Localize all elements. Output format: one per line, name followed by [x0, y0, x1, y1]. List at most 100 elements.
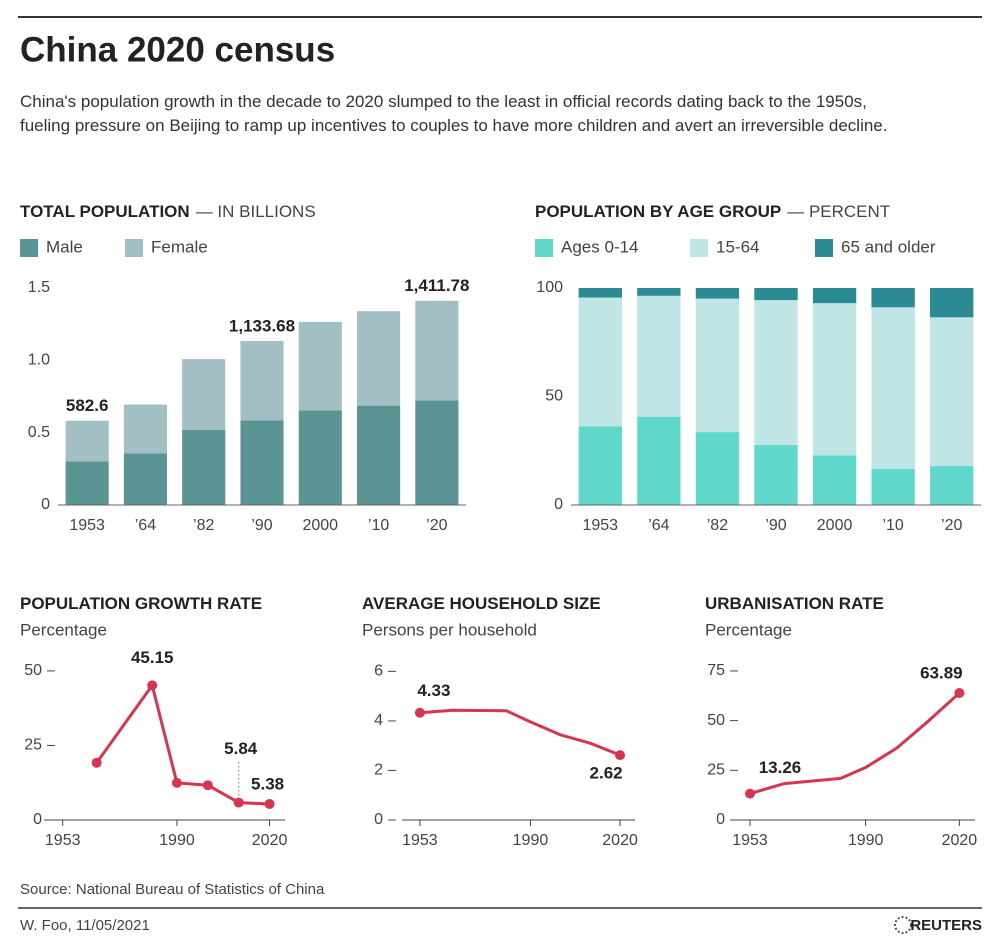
x-tick-label: 2020	[252, 832, 288, 849]
bar-segment	[637, 416, 681, 505]
legend-label: 15-64	[716, 237, 759, 256]
y-tick-label: 0	[716, 811, 725, 828]
x-tick-label: ’64	[135, 517, 156, 534]
chart-title: POPULATION GROWTH RATE	[20, 594, 262, 613]
x-tick-label: 2000	[817, 517, 853, 534]
total-label: 1,133.68	[229, 316, 295, 335]
x-tick-label: 1953	[69, 517, 105, 534]
marker	[233, 797, 244, 808]
x-tick-label: 1990	[513, 832, 549, 849]
bar-segment	[65, 420, 109, 462]
bar-segment	[871, 288, 915, 308]
chart-subtitle: Persons per household	[362, 620, 537, 639]
bar-segment	[357, 405, 401, 505]
legend-swatch	[20, 239, 38, 257]
bar-segment	[871, 468, 915, 505]
value-label: 5.38	[251, 774, 284, 793]
line	[749, 691, 961, 796]
chart-heading: TOTAL POPULATION — IN BILLIONS	[20, 202, 316, 221]
chart-subtitle: Percentage	[20, 620, 107, 639]
x-tick-label: ’90	[251, 517, 272, 534]
bar-segment	[578, 288, 622, 298]
bar-segment	[930, 317, 974, 467]
y-tick-label: 0	[33, 811, 42, 828]
y-tick-label: 100	[536, 279, 563, 296]
bar-segment	[415, 400, 459, 505]
bar-segment	[754, 444, 798, 505]
marker	[171, 777, 182, 788]
marker	[954, 688, 965, 699]
bar-segment	[812, 288, 857, 304]
y-tick-label: 1.5	[28, 279, 50, 296]
x-tick-label: ’10	[882, 517, 903, 534]
value-label: 63.89	[920, 664, 963, 683]
marker	[264, 798, 275, 809]
x-tick-label: 1990	[159, 832, 195, 849]
x-tick-label: ’82	[707, 517, 728, 534]
marker	[615, 750, 626, 761]
y-tick-label: 50	[545, 388, 563, 405]
value-label: 2.62	[590, 764, 623, 783]
source: Source: National Bureau of Statistics of…	[20, 881, 325, 898]
bar-segment	[754, 300, 798, 445]
marker	[147, 680, 158, 691]
chart-subtitle: — IN BILLIONS	[196, 202, 316, 221]
legend-swatch	[815, 239, 833, 257]
bar-segment	[812, 303, 857, 456]
bar-segment	[298, 410, 342, 505]
x-tick-label: ’20	[426, 517, 447, 534]
y-tick-label: 0.5	[28, 424, 50, 441]
legend-swatch	[125, 239, 143, 257]
bar-segment	[695, 298, 740, 433]
brand-logo	[894, 916, 912, 934]
legend-swatch	[690, 239, 708, 257]
y-tick-label: 4	[374, 712, 383, 729]
y-tick-label: 0	[554, 496, 563, 513]
legend-label: Ages 0-14	[561, 237, 639, 256]
value-label: 5.84	[224, 739, 258, 758]
x-tick-label: 2020	[602, 832, 638, 849]
line	[95, 683, 270, 806]
bar-segment	[754, 288, 798, 301]
bar-segment	[415, 300, 459, 401]
line	[419, 708, 621, 757]
y-tick-label: 1.0	[28, 352, 50, 369]
bar-segment	[812, 455, 857, 505]
chart-title: URBANISATION RATE	[705, 594, 884, 613]
marker	[745, 788, 755, 799]
marker	[202, 780, 213, 791]
value-label: 45.15	[131, 648, 174, 667]
value-label: 4.33	[417, 681, 450, 700]
chart-subtitle: — PERCENT	[787, 202, 890, 221]
bar-segment	[123, 404, 167, 454]
credit: W. Foo, 11/05/2021	[20, 917, 150, 934]
x-tick-label: 1953	[582, 517, 618, 534]
total-label: 1,411.78	[404, 276, 469, 295]
y-tick-label: 50	[707, 712, 725, 729]
legend-label: Male	[46, 237, 83, 256]
bar-segment	[871, 307, 915, 469]
x-tick-label: 1953	[732, 832, 768, 849]
page-title: China 2020 census	[20, 30, 335, 69]
chart-heading: POPULATION GROWTH RATE	[20, 594, 262, 613]
y-tick-label: 25	[707, 762, 725, 779]
bar-segment	[637, 295, 681, 417]
x-tick-label: ’10	[368, 517, 389, 534]
legend-label: 65 and older	[841, 237, 936, 256]
bar-segment	[182, 429, 226, 505]
legend-swatch	[535, 239, 553, 257]
x-tick-label: ’64	[648, 517, 669, 534]
x-tick-label: ’82	[193, 517, 214, 534]
bar-segment	[637, 288, 681, 296]
legend-label: Female	[151, 237, 208, 256]
marker	[91, 757, 102, 768]
page-subtitle: China's population growth in the decade …	[20, 92, 888, 135]
bar-segment	[65, 461, 109, 505]
total-label: 582.6	[66, 396, 109, 415]
x-tick-label: 1990	[848, 832, 884, 849]
bar-segment	[240, 340, 284, 421]
x-tick-label: 1953	[402, 832, 438, 849]
bar-segment	[240, 420, 284, 505]
